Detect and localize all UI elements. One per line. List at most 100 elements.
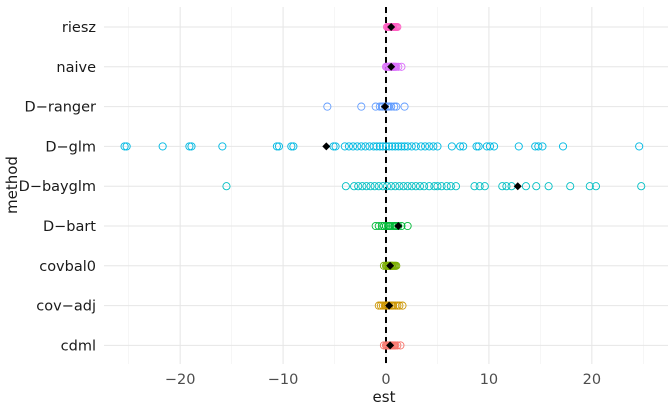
data-point bbox=[538, 142, 547, 151]
data-points bbox=[120, 22, 646, 350]
data-point bbox=[289, 142, 298, 151]
y-tick-label: D−ranger bbox=[25, 100, 96, 116]
data-point bbox=[403, 182, 412, 191]
data-point bbox=[534, 142, 543, 151]
data-point bbox=[185, 142, 194, 151]
data-point bbox=[375, 142, 384, 151]
data-point bbox=[391, 182, 400, 191]
data-point bbox=[498, 182, 507, 191]
y-tick-label: cov−adj bbox=[36, 299, 96, 315]
data-point bbox=[470, 182, 479, 191]
data-point bbox=[397, 62, 406, 71]
y-tick-labels: riesz naive D−ranger D−glm D−bayglm D−bart cov… bbox=[19, 20, 97, 354]
data-point bbox=[399, 182, 408, 191]
data-point bbox=[472, 142, 481, 151]
data-point bbox=[341, 182, 350, 191]
y-tick-label: cdml bbox=[61, 338, 96, 354]
data-point bbox=[437, 182, 446, 191]
data-point bbox=[371, 221, 380, 231]
data-point bbox=[354, 182, 363, 191]
y-tick-label: D−glm bbox=[45, 139, 96, 155]
data-point bbox=[585, 182, 594, 191]
data-point bbox=[379, 221, 388, 231]
data-point bbox=[475, 182, 484, 191]
data-point bbox=[358, 182, 367, 191]
x-tick-label: −10 bbox=[268, 372, 299, 388]
mean-marker bbox=[385, 301, 394, 310]
data-point bbox=[274, 142, 284, 151]
data-point bbox=[381, 221, 391, 231]
y-tick-label: covbal0 bbox=[39, 259, 96, 275]
data-point bbox=[187, 142, 196, 151]
data-point bbox=[433, 142, 442, 151]
data-point bbox=[442, 182, 451, 191]
data-point bbox=[372, 142, 381, 151]
data-point bbox=[388, 142, 397, 151]
data-point bbox=[411, 182, 420, 191]
data-point bbox=[361, 142, 370, 151]
data-point bbox=[407, 142, 416, 151]
data-point bbox=[381, 142, 391, 151]
data-point bbox=[287, 142, 296, 151]
data-point bbox=[122, 142, 131, 151]
data-point bbox=[566, 182, 575, 191]
data-point bbox=[532, 182, 541, 191]
data-point bbox=[403, 221, 412, 231]
data-point bbox=[349, 142, 358, 151]
data-point bbox=[558, 142, 568, 151]
data-point bbox=[357, 102, 366, 111]
x-tick-label: 0 bbox=[381, 372, 390, 388]
data-point bbox=[485, 142, 495, 151]
data-point bbox=[385, 221, 394, 231]
data-point bbox=[411, 142, 420, 151]
data-point bbox=[480, 182, 489, 191]
data-point bbox=[474, 142, 483, 151]
y-axis-title: method bbox=[3, 156, 21, 214]
data-point bbox=[403, 142, 412, 151]
data-point bbox=[397, 142, 406, 151]
data-point bbox=[490, 142, 499, 151]
x-tick-labels: −20 −10 0 10 20 bbox=[165, 372, 601, 388]
data-point bbox=[378, 142, 387, 151]
mean-markers bbox=[322, 23, 522, 350]
data-point bbox=[433, 182, 442, 191]
data-point bbox=[400, 102, 409, 111]
x-tick-label: −20 bbox=[165, 372, 196, 388]
data-point bbox=[429, 142, 438, 151]
data-point bbox=[369, 142, 378, 151]
data-point bbox=[340, 142, 349, 151]
data-point bbox=[362, 182, 371, 191]
data-point bbox=[323, 102, 332, 111]
data-point bbox=[415, 182, 425, 191]
data-point bbox=[366, 182, 375, 191]
data-point bbox=[446, 182, 455, 191]
data-point bbox=[514, 142, 523, 151]
data-point bbox=[456, 142, 465, 151]
data-point bbox=[350, 182, 359, 191]
mean-marker bbox=[387, 23, 396, 31]
data-point bbox=[459, 142, 468, 151]
mean-marker bbox=[394, 222, 403, 230]
x-tick-label: 10 bbox=[480, 372, 498, 388]
data-point bbox=[425, 142, 434, 151]
data-point bbox=[421, 142, 430, 151]
data-point bbox=[502, 182, 511, 191]
data-point bbox=[387, 182, 396, 191]
data-point bbox=[420, 182, 429, 191]
mean-marker bbox=[386, 261, 395, 270]
data-point bbox=[374, 182, 383, 191]
data-point bbox=[521, 182, 531, 191]
data-point bbox=[398, 301, 407, 310]
data-point bbox=[392, 102, 401, 111]
data-point bbox=[407, 182, 416, 191]
y-tick-label: D−bart bbox=[43, 219, 96, 235]
data-point bbox=[395, 182, 404, 191]
data-point bbox=[218, 142, 227, 151]
data-point bbox=[272, 142, 281, 151]
data-point bbox=[353, 142, 362, 151]
data-point bbox=[396, 341, 405, 350]
data-point bbox=[158, 142, 167, 151]
data-point bbox=[357, 142, 366, 151]
data-point bbox=[344, 142, 354, 151]
